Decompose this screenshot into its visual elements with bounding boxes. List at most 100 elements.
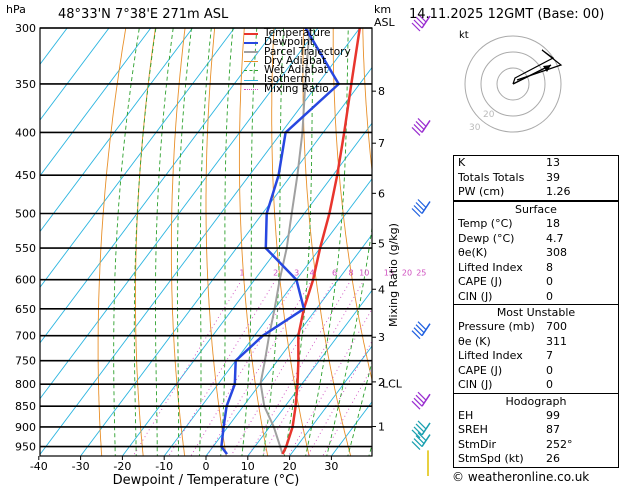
altitude-label: 1	[378, 421, 385, 434]
surface-row: Dewp (°C) 4.7	[458, 231, 564, 245]
altitude-label: 2	[378, 376, 385, 389]
wind-barb	[411, 13, 431, 32]
wind-barb-flag	[411, 22, 421, 32]
surface-row: Temp (°C) 18	[458, 217, 560, 230]
wind-barb-flag	[413, 438, 423, 447]
altitude-label: 4	[378, 283, 385, 296]
km-unit-label: km	[374, 3, 392, 16]
hodo-ring-30	[464, 35, 562, 133]
hodo-ring-10	[496, 67, 530, 101]
wind-barb	[411, 199, 431, 217]
wind-barb-flag	[411, 429, 421, 439]
legend-temperature: Temperature	[244, 28, 351, 38]
legend-mixing-ratio: Mixing Ratio	[244, 83, 351, 94]
wind-barb-flag	[411, 127, 421, 136]
chart-legend: Temperature Dewpoint Parcel Trajectory D…	[244, 28, 351, 94]
pressure-tick-label: 650	[15, 303, 36, 316]
wind-barb-flag	[413, 397, 423, 407]
wind-barb-flag	[415, 121, 425, 130]
wind-barb	[411, 432, 431, 450]
mu-row: Lifted Index 7	[458, 349, 553, 362]
surface-panel: Surface Temp (°C) 18 Dewp (°C) 4.7 θe(K) 30…	[453, 201, 619, 468]
wind-barb-flag	[415, 16, 425, 26]
dry-adiabat-line	[332, 28, 372, 382]
hodo-storm-arrow	[543, 65, 551, 72]
isotherm-line	[40, 28, 277, 344]
altitude-label: 7	[378, 137, 385, 150]
wind-barb	[411, 420, 431, 439]
x-tick-label: -20	[113, 460, 131, 473]
pressure-unit-label: hPa	[6, 3, 26, 16]
wind-barb-flag	[411, 330, 421, 340]
hodo-trace	[512, 49, 563, 85]
indices-panel: K 13 Totals Totals 39 PW (cm) 1.26	[453, 155, 619, 201]
wet-adiabat-line	[283, 28, 315, 456]
pressure-tick-label: 350	[15, 78, 36, 91]
legend-wet-adiabat: Wet Adiabat	[244, 65, 351, 76]
dry-adiabat-line	[97, 28, 127, 456]
wind-barb-flag	[415, 202, 425, 211]
mu-row: θe (K) 311	[458, 334, 567, 348]
legend-line-dry-adiabat	[244, 61, 258, 63]
mixing-ratio-label: 6	[332, 269, 337, 278]
index-row-k: K 13	[458, 156, 560, 169]
legend-dry-adiabat: Dry Adiabat	[244, 55, 351, 66]
wet-adiabat-line	[133, 28, 157, 456]
x-tick-label: -40	[30, 460, 48, 473]
mu-row: Pressure (mb) 700	[458, 320, 567, 333]
hodo-row: EH 99	[458, 408, 560, 422]
wind-barb-flag	[413, 124, 423, 133]
wind-barb	[411, 391, 431, 410]
wind-barb-flag	[415, 435, 425, 444]
hodo-ring-label-20: 20	[483, 110, 495, 120]
parcel-trajectory-line	[259, 28, 311, 455]
index-row-pw: PW (cm) 1.26	[458, 185, 571, 198]
mixing-ratio-label: 1	[239, 269, 244, 278]
hodo-ring-20	[480, 51, 546, 117]
pressure-tick-label: 450	[15, 169, 36, 182]
index-row-totals: Totals Totals 39	[458, 170, 560, 184]
wind-barb-flag	[417, 118, 427, 127]
mixing-ratio-label: 25	[416, 269, 426, 278]
wind-barb-flag	[411, 400, 421, 410]
surface-row: θe(K) 308	[458, 246, 567, 259]
legend-line-wet-adiabat	[244, 70, 258, 72]
x-tick-label: 0	[203, 460, 210, 473]
legend-line-parcel	[244, 51, 258, 54]
pressure-tick-label: 600	[15, 274, 36, 287]
legend-line-mixing-ratio	[244, 88, 258, 90]
legend-line-isotherm	[244, 79, 258, 81]
wind-barb	[411, 118, 431, 136]
mu-row: CAPE (J) 0	[458, 363, 553, 377]
pressure-tick-label: 750	[15, 355, 36, 368]
mixing-ratio-line	[261, 279, 365, 456]
wind-barb-flag	[417, 199, 427, 208]
mixing-ratio-label: 15	[384, 269, 394, 278]
wind-barb-flag	[417, 13, 427, 23]
wet-adiabat-line	[220, 28, 234, 456]
mu-row: CIN (J) 0	[458, 378, 553, 391]
lcl-label: LCL	[382, 377, 403, 390]
legend-parcel: Parcel Trajectory	[244, 46, 351, 57]
surface-row: CAPE (J) 0	[458, 275, 553, 288]
wind-barb-flag	[413, 426, 423, 436]
hodo-row: SREH 87	[458, 423, 560, 436]
legend-isotherm: Isotherm	[244, 74, 351, 85]
wind-barb-flag	[411, 208, 421, 217]
mixing-ratio-line	[230, 279, 335, 456]
credit-label: © weatheronline.co.uk	[452, 470, 590, 484]
x-tick-label: -10	[155, 460, 173, 473]
mixing-ratio-label: 3	[294, 269, 299, 278]
mixing-ratio-label: 8	[349, 269, 354, 278]
altitude-label: 8	[378, 85, 385, 98]
wind-barb-flag	[411, 441, 421, 450]
location-title: 48°33'N 7°38'E 271m ASL	[58, 7, 229, 22]
mixing-ratio-label: 4	[310, 269, 315, 278]
pressure-tick-label: 700	[15, 330, 36, 343]
dry-adiabat-line	[238, 28, 269, 456]
altitude-label: 6	[378, 187, 385, 200]
wind-barb-flag	[415, 394, 425, 404]
dry-adiabat-line	[205, 28, 227, 456]
x-tick-label: -30	[72, 460, 90, 473]
isotherm-line	[40, 28, 235, 288]
